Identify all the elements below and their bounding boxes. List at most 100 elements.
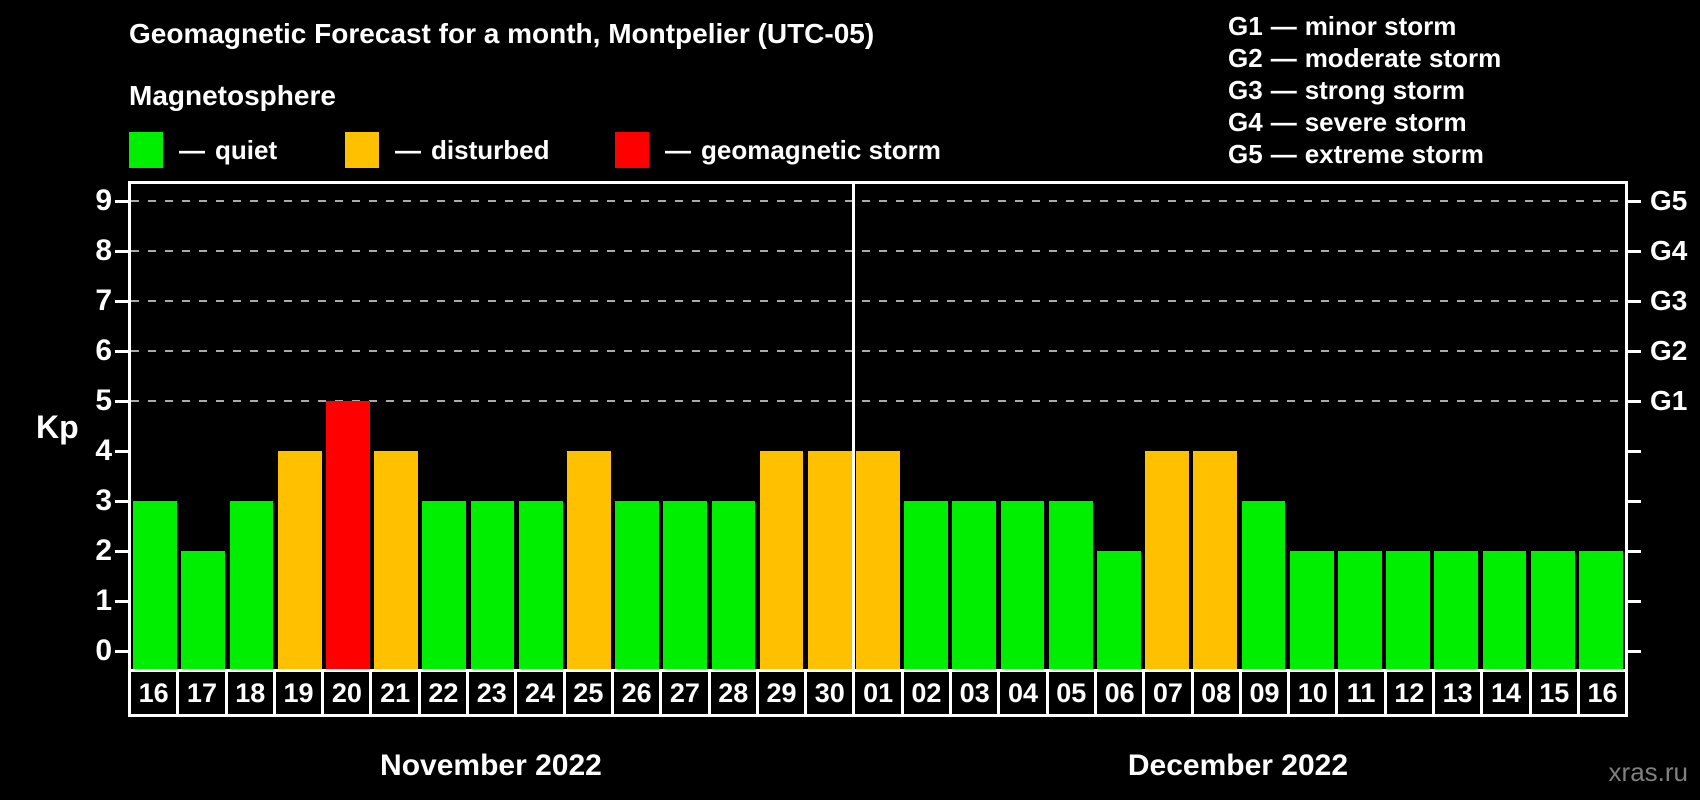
legend-label-text: quiet — [215, 134, 278, 165]
date-cell-10: 10 — [1290, 672, 1339, 714]
kp-bar-nov-26 — [615, 501, 659, 669]
date-cell-23: 23 — [469, 672, 518, 714]
g-code: G3 — [1228, 75, 1263, 105]
kp-bar-dec-01 — [856, 451, 900, 669]
legend-item-storm: — geomagnetic storm — [615, 131, 941, 169]
g-scale-legend: G1— minor storm G2— moderate storm G3— strong… — [1228, 10, 1501, 170]
kp-bar-nov-19 — [277, 451, 322, 669]
right-tick-kp0 — [1628, 650, 1641, 653]
g-label: strong storm — [1304, 75, 1466, 105]
left-tick-kp6 — [115, 350, 128, 353]
kp-bar-nov-21 — [374, 451, 418, 669]
right-tick-kp1 — [1628, 600, 1641, 603]
gridline-kp6 — [131, 350, 1625, 352]
y-tick-label-2: 2 — [95, 534, 112, 567]
kp-bar-nov-30 — [807, 451, 852, 669]
date-cell-16: 16 — [131, 672, 180, 714]
kp-bar-dec-05 — [1048, 501, 1093, 669]
date-cell-12: 12 — [1387, 672, 1436, 714]
date-cell-16: 16 — [1587, 677, 1618, 708]
kp-bar-nov-25 — [566, 451, 611, 669]
kp-bar-dec-09 — [1241, 501, 1286, 669]
storm-color-swatch — [615, 132, 649, 168]
kp-bar-dec-04 — [1000, 501, 1045, 669]
g-dash: — — [1270, 75, 1297, 105]
kp-bar-dec-11 — [1338, 551, 1382, 669]
legend-dash: — — [395, 134, 421, 165]
kp-bar-nov-23 — [470, 501, 515, 669]
g-code: G5 — [1228, 139, 1263, 169]
left-tick-kp2 — [115, 550, 128, 553]
date-cell-11: 11 — [1338, 672, 1387, 714]
g-legend-line-g1: G1— minor storm — [1228, 10, 1501, 42]
g-legend-line-g3: G3— strong storm — [1228, 74, 1501, 106]
g-label: moderate storm — [1304, 43, 1502, 73]
left-tick-kp9 — [115, 200, 128, 203]
g-dash: — — [1270, 11, 1297, 41]
right-tick-kp3 — [1628, 500, 1641, 503]
y-tick-label-7: 7 — [95, 284, 112, 317]
legend-label-storm: — geomagnetic storm — [665, 135, 941, 166]
right-tick-kp9 — [1628, 200, 1641, 203]
g-code: G4 — [1228, 107, 1263, 137]
kp-bar-dec-13 — [1434, 551, 1479, 669]
kp-bar-nov-29 — [759, 451, 804, 669]
kp-bar-dec-12 — [1386, 551, 1430, 669]
right-tick-kp6 — [1628, 350, 1641, 353]
legend-dash: — — [179, 134, 205, 165]
date-cell-24: 24 — [517, 672, 566, 714]
gridline-kp9 — [131, 200, 1625, 202]
legend-item-quiet: — quiet — [129, 131, 277, 169]
right-axis-label-g4: G4 — [1650, 235, 1688, 266]
magnetosphere-label: Magnetosphere — [129, 80, 336, 111]
kp-bar-dec-07 — [1145, 451, 1190, 669]
left-tick-kp8 — [115, 250, 128, 253]
left-tick-kp0 — [115, 650, 128, 653]
g-legend-line-g4: G4— severe storm — [1228, 106, 1501, 138]
g-label: severe storm — [1304, 107, 1467, 137]
kp-bar-nov-17 — [181, 551, 226, 669]
date-cell-09: 09 — [1242, 672, 1291, 714]
right-tick-kp4 — [1628, 450, 1641, 453]
date-cell-21: 21 — [372, 672, 421, 714]
y-tick-label-6: 6 — [95, 334, 112, 367]
right-tick-kp8 — [1628, 250, 1641, 253]
kp-bar-nov-22 — [422, 501, 467, 669]
date-cell-01: 01 — [855, 672, 904, 714]
date-cell-04: 04 — [1000, 672, 1049, 714]
date-cell-30: 30 — [807, 672, 856, 714]
month-label-december: December 2022 — [1127, 749, 1349, 782]
left-tick-kp3 — [115, 500, 128, 503]
kp-bar-nov-16 — [133, 501, 177, 669]
g-legend-line-g2: G2— moderate storm — [1228, 42, 1501, 74]
right-axis-label-g5: G5 — [1650, 185, 1688, 216]
legend-label-text: geomagnetic storm — [701, 134, 941, 165]
g-dash: — — [1270, 139, 1297, 169]
date-axis: 16 17 18 19 20 21 22 23 24 25 26 27 28 29 30 01 02 03 04 05… — [128, 669, 1628, 717]
kp-bar-dec-02 — [904, 501, 949, 669]
legend-label-disturbed: — disturbed — [395, 135, 549, 166]
date-cell-08: 08 — [1194, 672, 1242, 714]
right-tick-kp7 — [1628, 300, 1641, 303]
date-cell-25: 25 — [566, 672, 614, 714]
y-tick-label-3: 3 — [95, 484, 112, 517]
kp-bar-nov-24 — [518, 501, 563, 669]
kp-bar-dec-14 — [1482, 551, 1527, 669]
date-cell-29: 29 — [759, 672, 808, 714]
date-cell-07: 07 — [1145, 672, 1194, 714]
kp-bar-dec-10 — [1289, 551, 1334, 669]
quiet-color-swatch — [129, 132, 163, 168]
date-cell-17: 17 — [179, 672, 228, 714]
left-tick-kp7 — [115, 300, 128, 303]
watermark: xras.ru — [1608, 757, 1688, 787]
kp-bar-dec-06 — [1097, 551, 1141, 669]
date-cell-15: 15 — [1532, 672, 1580, 714]
date-cell-18: 18 — [228, 672, 276, 714]
y-tick-label-1: 1 — [95, 584, 112, 617]
kp-bar-nov-20 — [325, 401, 370, 669]
month-label-november: November 2022 — [380, 749, 602, 782]
left-tick-kp1 — [115, 600, 128, 603]
y-tick-label-5: 5 — [95, 384, 112, 417]
date-cell-14: 14 — [1483, 672, 1532, 714]
